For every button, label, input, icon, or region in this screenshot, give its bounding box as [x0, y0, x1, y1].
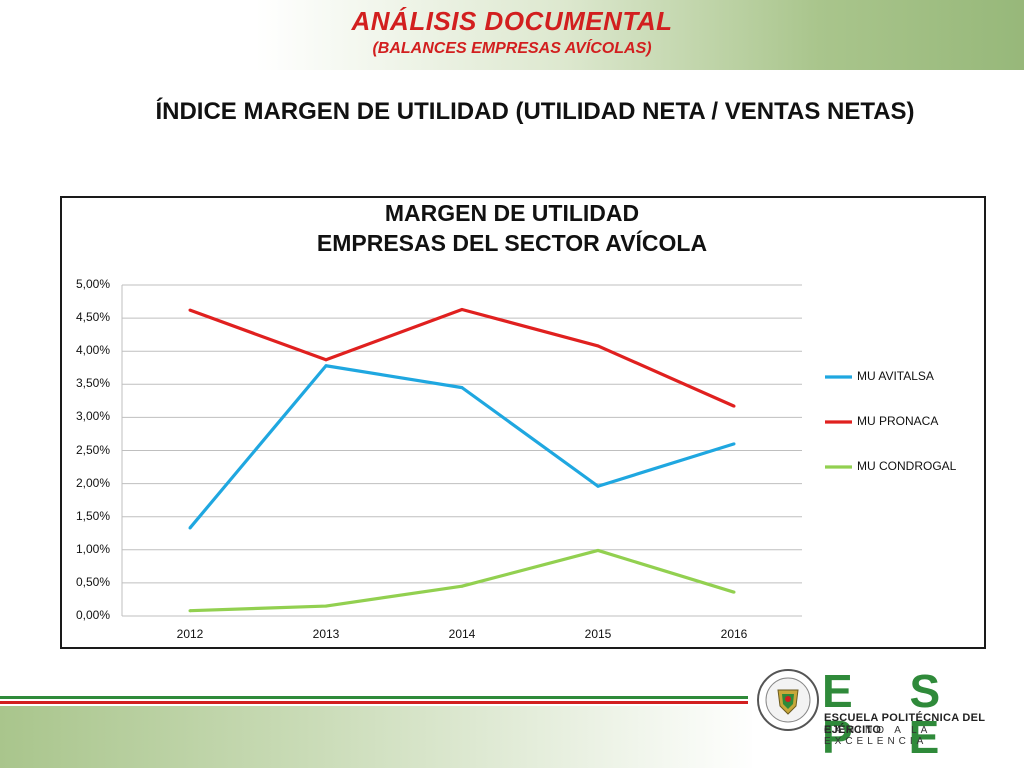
chart-frame — [60, 196, 986, 649]
y-tick-label: 3,00% — [75, 409, 110, 424]
espe-school-name: ESCUELA POLITÉCNICA DEL EJÉRCITO — [824, 712, 986, 736]
y-tick-label: 0,00% — [75, 608, 110, 622]
y-tick-label: 2,00% — [75, 475, 110, 490]
chart-title-line1: MARGEN DE UTILIDAD — [384, 200, 640, 226]
y-tick-label: 2,50% — [75, 442, 110, 457]
header-band — [0, 0, 1024, 70]
y-tick-label: 3,50% — [75, 376, 110, 391]
footer-stripe-green — [0, 696, 748, 699]
chart-title-line2: EMPRESAS DEL SECTOR AVÍCOLA — [316, 230, 708, 256]
x-tick-label: 2015 — [584, 627, 612, 641]
espe-seal-icon — [757, 669, 819, 731]
header-subtitle: (BALANCES EMPRESAS AVÍCOLAS) — [372, 40, 652, 57]
x-tick-label: 2012 — [176, 627, 204, 641]
x-tick-label: 2016 — [720, 627, 748, 641]
x-tick-label: 2013 — [312, 627, 340, 641]
y-tick-label: 1,00% — [75, 541, 110, 556]
espe-motto: CAMINO A LA EXCELENCIA — [824, 725, 931, 747]
legend-label: MU CONDROGAL — [857, 459, 957, 473]
footer-stripe-red — [0, 701, 748, 704]
legend-label: MU PRONACA — [857, 414, 939, 428]
footer-band — [0, 706, 760, 768]
legend-label: MU AVITALSA — [857, 369, 934, 383]
y-tick-label: 4,50% — [75, 310, 110, 325]
y-tick-label: 4,00% — [75, 343, 110, 358]
y-tick-label: 0,50% — [75, 574, 110, 589]
x-tick-label: 2014 — [448, 627, 476, 641]
y-tick-label: 5,00% — [75, 277, 110, 291]
y-tick-label: 1,50% — [75, 508, 110, 523]
espe-acronym: E S P E — [822, 665, 963, 763]
header-title: ANÁLISIS DOCUMENTAL — [351, 6, 673, 36]
slide-title: ÍNDICE MARGEN DE UTILIDAD (UTILIDAD NETA… — [155, 98, 915, 125]
